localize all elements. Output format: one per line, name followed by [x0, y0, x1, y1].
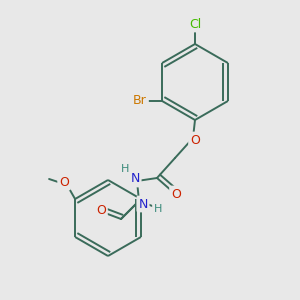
Text: N: N: [130, 172, 140, 185]
Text: N: N: [138, 197, 148, 211]
Text: Cl: Cl: [189, 17, 201, 31]
Text: O: O: [190, 134, 200, 146]
Text: Br: Br: [133, 94, 147, 107]
Text: O: O: [96, 205, 106, 218]
Text: H: H: [154, 204, 162, 214]
Text: O: O: [59, 176, 69, 188]
Text: H: H: [121, 164, 129, 174]
Text: O: O: [171, 188, 181, 200]
